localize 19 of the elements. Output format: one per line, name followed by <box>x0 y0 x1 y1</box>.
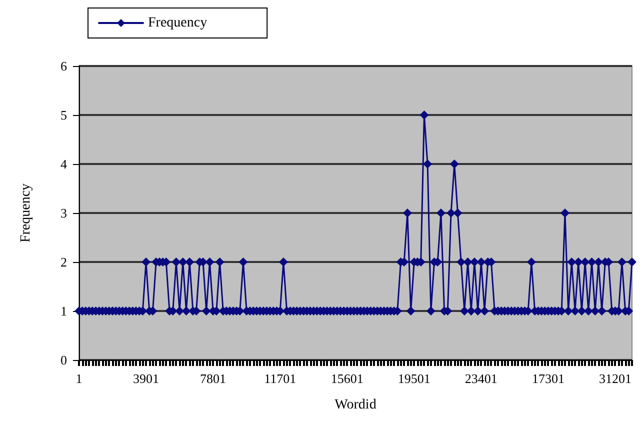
x-tick-label: 15601 <box>330 371 364 386</box>
y-tick-label: 0 <box>60 352 67 368</box>
y-tick-label: 3 <box>60 206 67 220</box>
x-tick-label: 11701 <box>264 371 296 386</box>
y-tick-label: 1 <box>60 304 67 318</box>
x-tick-label: 31201 <box>598 371 632 386</box>
x-tick-label: 1 <box>76 371 82 386</box>
x-tick-label: 17301 <box>532 371 564 386</box>
x-axis-title: Wordid <box>334 398 376 412</box>
y-tick-label: 6 <box>60 58 68 74</box>
y-tick-label: 5 <box>60 108 67 122</box>
x-tick-label: 19501 <box>398 371 430 386</box>
x-tick-label: 7801 <box>200 371 226 386</box>
legend-label: Frequency <box>148 16 208 30</box>
y-axis-title: Frequency <box>18 183 34 243</box>
x-tick-label: 23401 <box>464 371 498 386</box>
y-tick-label: 4 <box>60 156 68 172</box>
x-tick-label: 3901 <box>133 371 160 386</box>
y-tick-label: 2 <box>60 254 67 270</box>
